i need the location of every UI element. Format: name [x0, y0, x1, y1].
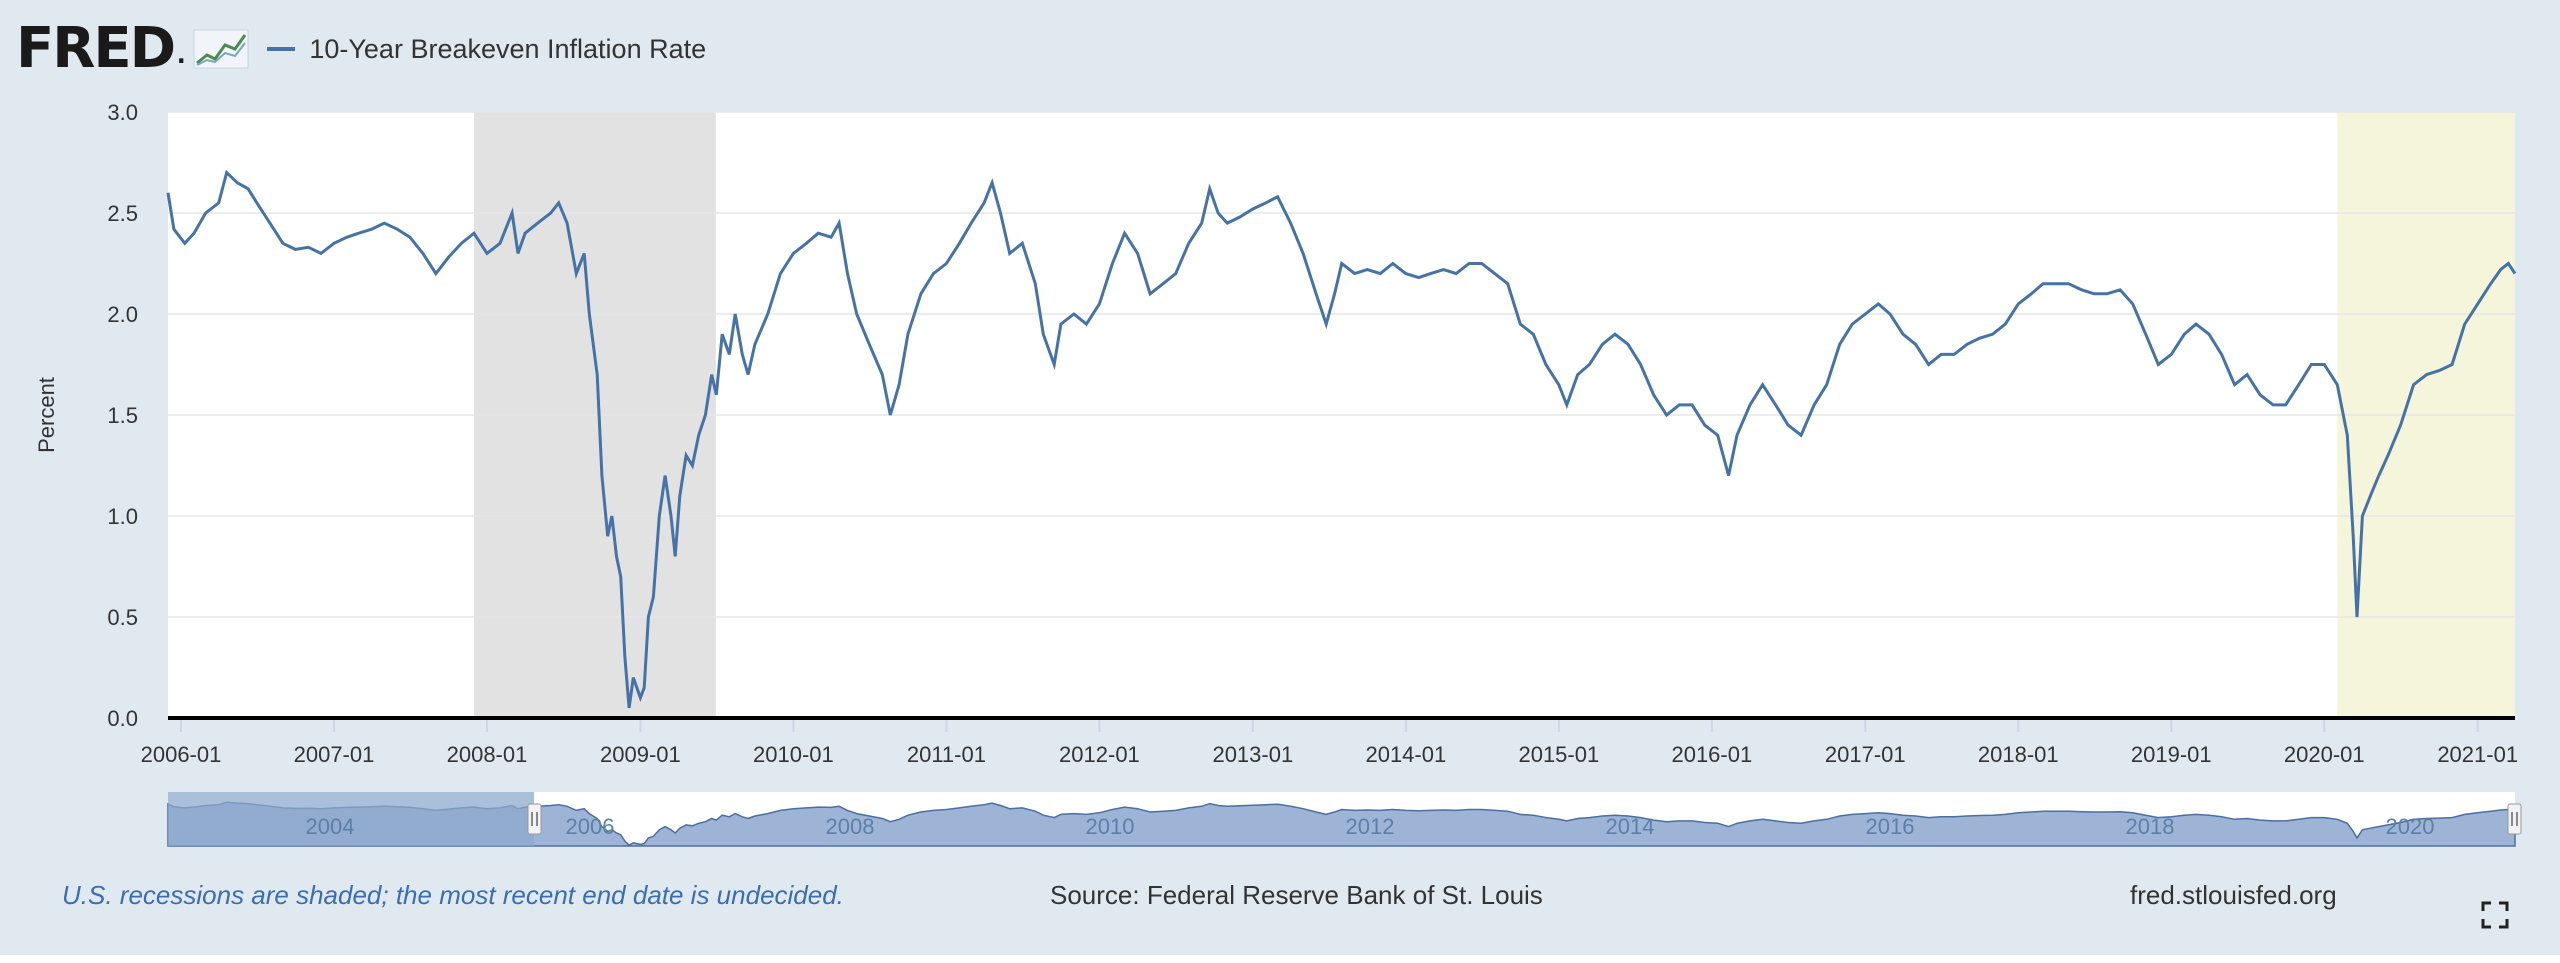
fred-logo-dot: . — [175, 24, 188, 73]
x-tick-label: 2008-01 — [447, 742, 528, 767]
chart-header: FRED . 10-Year Breakeven Inflation Rate — [16, 14, 706, 84]
navigator-tick-label: 2006 — [566, 814, 615, 839]
y-axis-label: Percent — [34, 377, 59, 453]
navigator-tick-label: 2012 — [1346, 814, 1395, 839]
site-url[interactable]: fred.stlouisfed.org — [2130, 880, 2337, 910]
legend-line-swatch — [267, 47, 296, 51]
y-tick-label: 1.0 — [107, 504, 138, 529]
navigator-tick-label: 2016 — [1866, 814, 1915, 839]
recession-note: U.S. recessions are shaded; the most rec… — [62, 880, 844, 910]
y-tick-label: 3.0 — [107, 100, 138, 125]
x-tick-label: 2018-01 — [1978, 742, 2059, 767]
x-tick-label: 2021-01 — [2437, 742, 2518, 767]
fred-logo[interactable]: FRED — [16, 16, 176, 81]
x-tick-label: 2006-01 — [141, 742, 222, 767]
y-tick-label: 2.5 — [107, 201, 138, 226]
navigator-tick-label: 2008 — [826, 814, 875, 839]
x-tick-label: 2011-01 — [907, 742, 986, 767]
series-line-breakeven[interactable] — [166, 169, 2517, 709]
y-tick-labels-group: 0.0 0.5 1.0 1.5 2.0 2.5 3.0 — [107, 100, 138, 731]
navigator[interactable]: 2004 2006 2008 2010 2012 2014 2016 2018 2020 — [167, 792, 2522, 847]
x-tick-label: 2012-01 — [1059, 742, 1140, 767]
x-tick-label: 2019-01 — [2131, 742, 2212, 767]
gridlines-group — [168, 111, 2515, 618]
navigator-mask-left — [168, 792, 534, 846]
navigator-tick-label: 2010 — [1086, 814, 1135, 839]
x-tick-label: 2020-01 — [2284, 742, 2365, 767]
navigator-tick-label: 2014 — [1606, 814, 1655, 839]
fred-graph-icon — [193, 29, 249, 69]
source-text: Source: Federal Reserve Bank of St. Loui… — [1050, 880, 1543, 910]
x-tick-label: 2014-01 — [1365, 742, 1446, 767]
x-tick-label: 2013-01 — [1212, 742, 1293, 767]
navigator-tick-label: 2004 — [306, 814, 355, 839]
legend-series-label: 10-Year Breakeven Inflation Rate — [309, 33, 707, 64]
x-tick-label: 2016-01 — [1671, 742, 1752, 767]
navigator-handle-left[interactable] — [527, 803, 542, 835]
navigator-tick-label: 2020 — [2386, 814, 2435, 839]
navigator-handle-right[interactable] — [2507, 803, 2522, 835]
x-tick-label: 2009-01 — [600, 742, 681, 767]
y-tick-label: 0.0 — [107, 706, 138, 731]
navigator-tick-labels-group: 2004 2006 2008 2010 2012 2014 2016 2018 2020 — [306, 814, 2435, 839]
y-tick-label: 0.5 — [107, 605, 138, 630]
navigator-tick-label: 2018 — [2126, 814, 2175, 839]
chart-legend[interactable]: 10-Year Breakeven Inflation Rate — [267, 34, 706, 65]
y-tick-label: 2.0 — [107, 302, 138, 327]
y-tick-label: 1.5 — [107, 403, 138, 428]
x-tick-labels-group: 2006-01 2007-01 2008-01 2009-01 2010-01 2011-… — [141, 718, 2518, 767]
x-tick-label: 2015-01 — [1518, 742, 1599, 767]
x-tick-label: 2010-01 — [753, 742, 834, 767]
x-tick-label: 2017-01 — [1825, 742, 1906, 767]
navigator-area — [167, 801, 2516, 847]
x-tick-label: 2007-01 — [294, 742, 375, 767]
fullscreen-icon[interactable] — [2480, 900, 2510, 930]
